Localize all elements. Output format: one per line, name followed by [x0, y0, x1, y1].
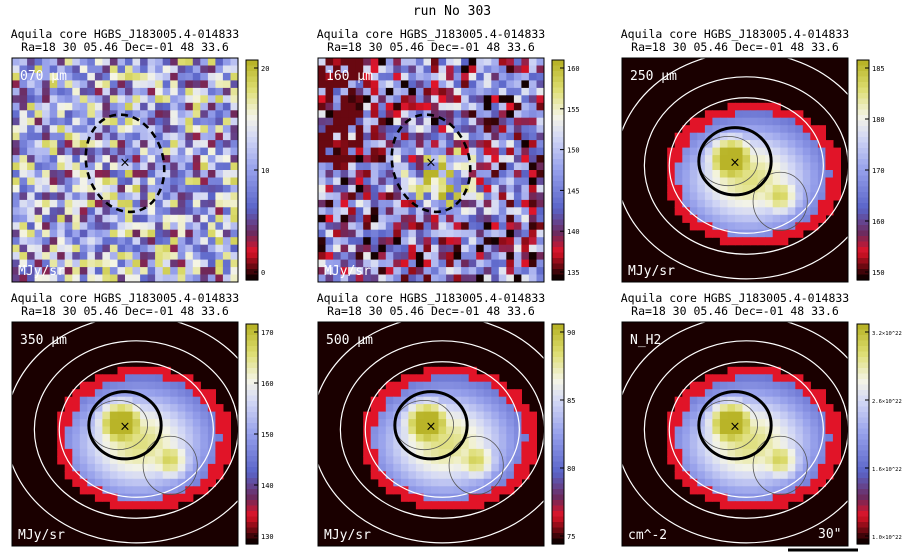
source-ellipse — [697, 390, 773, 461]
scale-bar-label: 30" — [818, 527, 841, 542]
panel-coordinates: Ra=18 30 05.46 Dec=-01 48 33.6 — [631, 40, 839, 54]
colorbar-tick-label: 10 — [261, 167, 269, 175]
source-ellipse — [393, 390, 469, 461]
center-marker: × — [730, 419, 741, 434]
panel-frame — [11, 57, 239, 283]
panel-frame — [317, 57, 545, 283]
panel-coordinates: Ra=18 30 05.46 Dec=-01 48 33.6 — [21, 304, 229, 318]
panel-coordinates: Ra=18 30 05.46 Dec=-01 48 33.6 — [631, 304, 839, 318]
colorbar-tick-label: 170 — [872, 167, 885, 175]
colorbar-tick-label: 1.6×10^22 — [872, 467, 902, 473]
panel-source-title: Aquila core HGBS_J183005.4-014833 — [11, 291, 240, 305]
colorbar-tick-label: 130 — [261, 533, 274, 541]
colorbar-tick-label: 185 — [872, 65, 885, 73]
colorbar-tick-label: 150 — [872, 269, 885, 277]
unit-label: MJy/sr — [18, 528, 65, 543]
intensity-map: × — [318, 58, 544, 282]
panel-coordinates: Ra=18 30 05.46 Dec=-01 48 33.6 — [327, 40, 535, 54]
run-title: run No 303 — [413, 4, 491, 19]
source-ellipse — [87, 390, 163, 461]
colorbar: 20 10 0 — [245, 59, 269, 281]
panel-frame — [11, 321, 239, 547]
colorbar-tick-label: 180 — [872, 116, 885, 124]
colorbar-tick-label: 150 — [261, 431, 274, 439]
colorbar: 3.2×10^22 2.6×10^22 1.6×10^22 1.0×10^22 — [856, 323, 902, 545]
panel-coordinates: Ra=18 30 05.46 Dec=-01 48 33.6 — [21, 40, 229, 54]
center-marker: × — [426, 155, 437, 170]
colorbar-tick-label: 3.2×10^22 — [872, 331, 902, 337]
colorbar-tick-label: 0 — [261, 269, 265, 277]
colorbar-tick-label: 170 — [261, 329, 274, 337]
center-marker: × — [426, 419, 437, 434]
panel-source-title: Aquila core HGBS_J183005.4-014833 — [11, 27, 240, 41]
panel-source-title: Aquila core HGBS_J183005.4-014833 — [317, 27, 546, 41]
source-ellipse — [84, 113, 166, 214]
panel-source-title: Aquila core HGBS_J183005.4-014833 — [317, 291, 546, 305]
panel-source-title: Aquila core HGBS_J183005.4-014833 — [621, 27, 850, 41]
colorbar-tick-label: 80 — [567, 465, 575, 473]
colorbar: 90 85 80 75 — [551, 323, 575, 545]
intensity-map: × — [12, 322, 238, 546]
intensity-map: × — [622, 322, 848, 546]
intensity-map: × — [318, 322, 544, 546]
unit-label: cm^-2 — [628, 528, 667, 543]
panel-source-title: Aquila core HGBS_J183005.4-014833 — [621, 291, 850, 305]
band-label: 350 μm — [20, 333, 67, 348]
band-label: 070 μm — [20, 69, 67, 84]
intensity-map: × — [12, 58, 238, 282]
colorbar-tick-label: 140 — [567, 228, 580, 236]
colorbar-tick-label: 160 — [872, 218, 885, 226]
colorbar: 160 155 150 145 140 135 — [551, 59, 580, 281]
unit-label: MJy/sr — [324, 528, 371, 543]
unit-label: MJy/sr — [18, 264, 65, 279]
colorbar: 170 160 150 140 130 — [245, 323, 274, 545]
colorbar-tick-label: 140 — [261, 482, 274, 490]
colorbar-tick-label: 20 — [261, 65, 269, 73]
center-marker: × — [120, 155, 131, 170]
unit-label: MJy/sr — [628, 264, 675, 279]
colorbar-tick-label: 155 — [567, 106, 580, 114]
panel-frame — [621, 321, 849, 547]
panel-coordinates: Ra=18 30 05.46 Dec=-01 48 33.6 — [327, 304, 535, 318]
band-label: 250 μm — [630, 69, 677, 84]
colorbar-tick-label: 1.0×10^22 — [872, 535, 902, 541]
colorbar-tick-label: 150 — [567, 147, 580, 155]
colorbar-tick-label: 90 — [567, 329, 575, 337]
source-ellipse — [697, 126, 773, 197]
colorbar-tick-label: 145 — [567, 187, 580, 195]
intensity-map: × — [622, 58, 848, 282]
colorbar-tick-label: 2.6×10^22 — [872, 399, 902, 405]
panel-frame — [621, 57, 849, 283]
center-marker: × — [730, 155, 741, 170]
center-marker: × — [120, 419, 131, 434]
band-label: 160 μm — [326, 69, 373, 84]
source-ellipse — [390, 113, 472, 214]
colorbar-tick-label: 75 — [567, 533, 575, 541]
colorbar: 185 180 170 160 150 — [856, 59, 885, 281]
panel-frame — [317, 321, 545, 547]
colorbar-tick-label: 160 — [261, 380, 274, 388]
band-label: N_H2 — [630, 333, 661, 348]
band-label: 500 μm — [326, 333, 373, 348]
unit-label: MJy/sr — [324, 264, 371, 279]
colorbar-tick-label: 160 — [567, 65, 580, 73]
colorbar-tick-label: 85 — [567, 397, 575, 405]
colorbar-tick-label: 135 — [567, 269, 580, 277]
